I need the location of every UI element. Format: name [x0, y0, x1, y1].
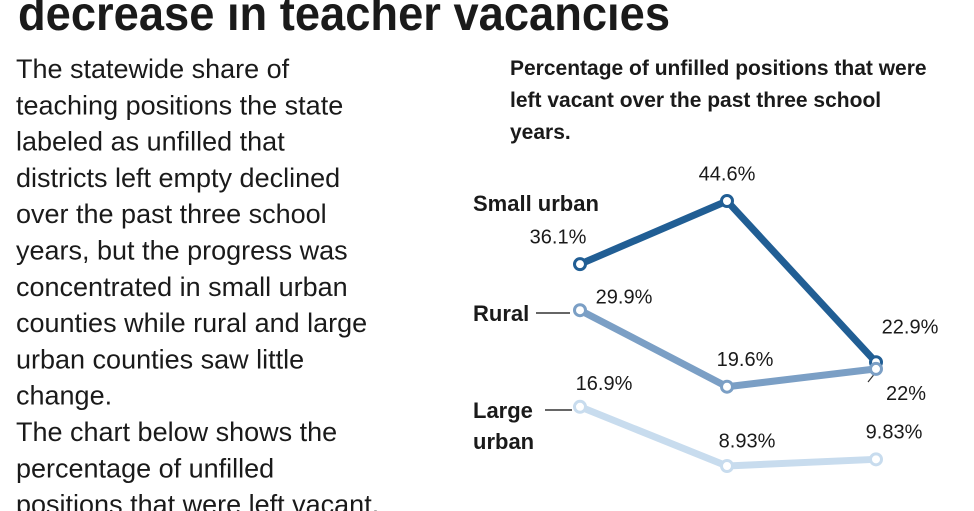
value-label: 22%: [886, 383, 926, 405]
body-text: The statewide share of: [16, 54, 290, 84]
point: [573, 257, 587, 272]
body-text: concentrated in small urban: [16, 272, 348, 302]
value-label: 19.6%: [717, 349, 774, 371]
point: [720, 459, 734, 473]
value-label: 36.1%: [530, 226, 587, 248]
point: [869, 361, 883, 376]
value-label: 29.9%: [596, 286, 653, 308]
body-text: years, but the progress was: [16, 236, 348, 266]
value-label: 44.6%: [699, 163, 756, 185]
point: [720, 194, 734, 208]
chart-title: Percentage of unfilled positions that we…: [510, 57, 927, 144]
point: [869, 452, 883, 467]
body-text: positions that were left vacant.: [16, 490, 379, 511]
body-text: labeled as unfilled that: [16, 127, 285, 157]
point: [573, 303, 587, 318]
series-name: Rural: [473, 301, 530, 326]
body-text: urban counties saw little: [16, 344, 304, 374]
series-line: [578, 197, 879, 365]
body-text: change.: [16, 381, 112, 411]
body-text: counties while rural and large: [16, 308, 367, 338]
series-name: Large urban: [473, 398, 535, 454]
value-label: 22.9%: [882, 316, 939, 338]
body-text: percentage of unfilled: [16, 453, 274, 483]
series-name: Small urban: [473, 191, 599, 216]
point: [720, 379, 734, 394]
headline: decrease in teacher vacancies: [18, 0, 670, 41]
value-label: 9.83%: [866, 422, 923, 444]
body-text: districts left empty declined: [16, 163, 340, 193]
point: [573, 399, 587, 414]
value-label: 16.9%: [576, 373, 633, 395]
body-text: over the past three school: [16, 199, 327, 229]
value-label: 8.93%: [719, 430, 776, 452]
body-text: teaching positions the state: [16, 90, 343, 120]
body-text: The chart below shows the: [16, 417, 337, 447]
